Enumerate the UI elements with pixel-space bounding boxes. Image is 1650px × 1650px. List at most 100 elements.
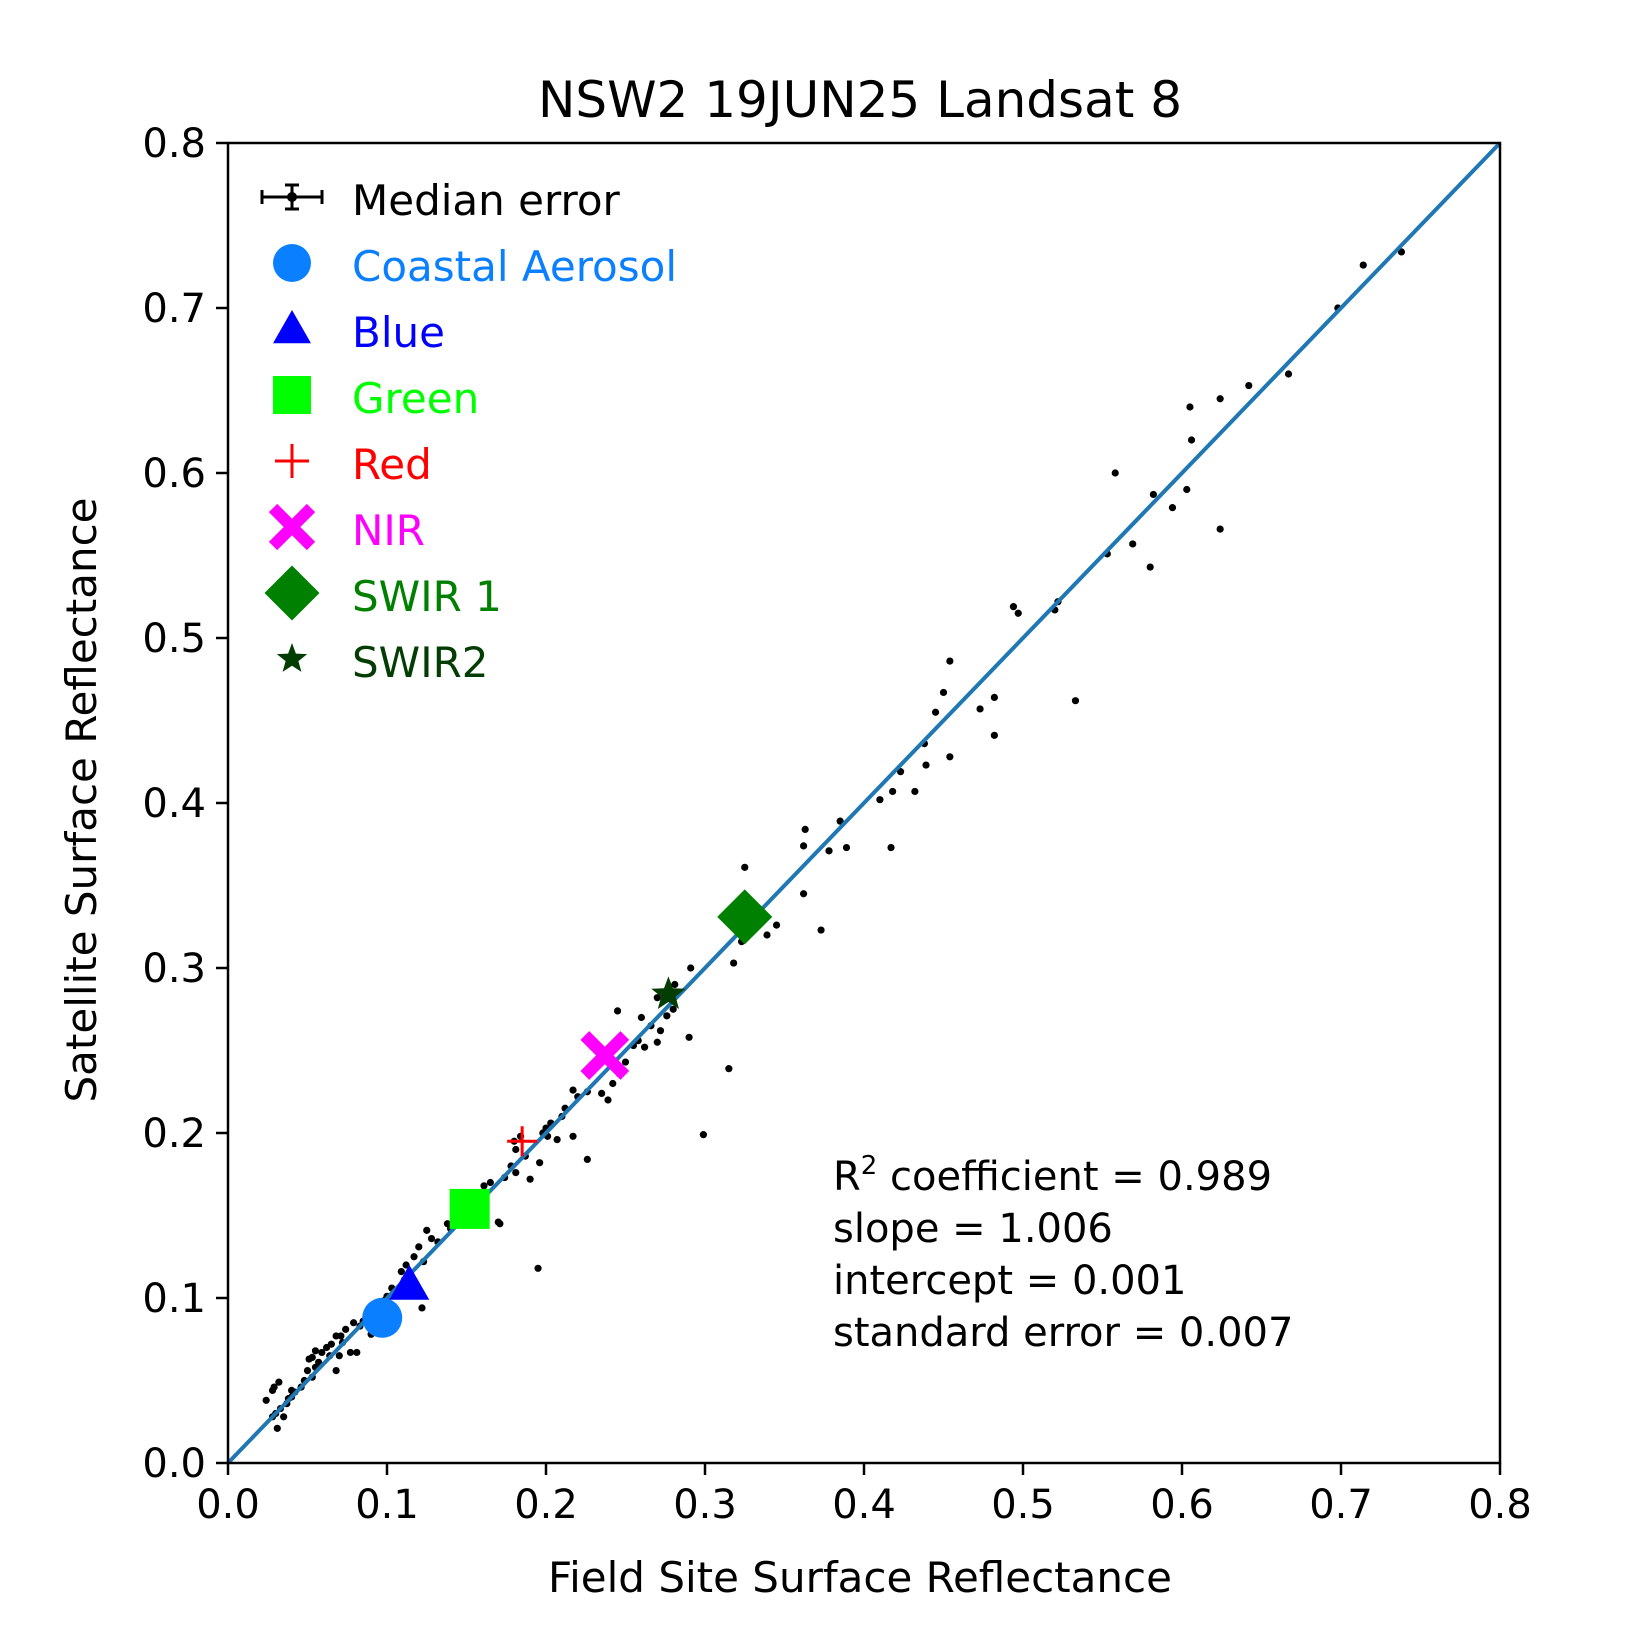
y-tick-label: 0.4 [142,781,206,827]
data-point [725,1065,733,1073]
x-tick-label: 0.6 [1150,1482,1214,1528]
data-point [480,1182,488,1190]
data-point [332,1332,340,1340]
data-point [569,1086,577,1094]
data-point [656,1027,665,1035]
data-point [1216,525,1224,533]
data-point [1397,248,1406,256]
median-marker-coastal-aerosol [362,1297,403,1338]
band-median-markers [362,889,773,1338]
slope-annotation: slope = 1.006 [833,1206,1113,1252]
data-point [801,825,809,834]
legend-label: NIR [352,506,425,555]
data-point [311,1347,320,1355]
data-point [350,1319,358,1327]
data-point [305,1355,313,1363]
median-marker-blue [389,1264,430,1300]
data-point [270,1383,278,1391]
data-point [653,994,661,1002]
data-point [494,1218,502,1226]
median-marker-nir [580,1031,630,1080]
data-point [609,1079,617,1088]
x-axis-label: Field Site Surface Reflectance [548,1553,1172,1602]
data-point [512,1169,520,1177]
y-tick-label: 0.1 [142,1276,206,1322]
median-marker-swir-1 [717,889,773,945]
data-point [598,1089,606,1097]
errorbar-dot [287,192,297,202]
legend-marker-green [273,376,311,414]
x-tick-label: 0.8 [1468,1482,1532,1528]
data-point [685,1033,693,1041]
data-point [303,1367,312,1375]
y-tick-label: 0.8 [142,121,206,167]
data-point [418,1304,426,1312]
std-error-annotation: standard error = 0.007 [833,1310,1293,1356]
stats-annotation: R2 coefficient = 0.989 slope = 1.006 int… [833,1151,1293,1356]
data-point [640,1043,649,1051]
data-point [621,1058,630,1066]
data-point [318,1348,326,1357]
legend-marker-blue [273,310,311,344]
data-point [1245,381,1253,390]
median-marker-green [449,1188,490,1229]
data-point [931,708,940,716]
data-point [687,964,695,972]
x-tick-label: 0.5 [991,1482,1055,1528]
x-tick-label: 0.7 [1309,1482,1373,1528]
data-point [1216,395,1224,403]
data-point [288,1386,296,1394]
data-point [896,768,905,776]
legend-marker-red [275,444,309,478]
legend-marker-swir-1 [264,565,320,621]
data-point [990,693,998,702]
data-point [889,787,897,796]
median-marker-swir2 [651,976,686,1009]
data-point [553,1136,561,1144]
legend-label: SWIR2 [352,638,488,687]
data-point [402,1261,410,1269]
y-tick-label: 0.2 [142,1111,206,1157]
data-point [275,1378,283,1386]
data-point [637,1013,646,1022]
legend-marker-nir [268,503,316,551]
data-point [799,890,808,898]
legend-marker-median-error [260,183,324,211]
data-point [512,1145,520,1154]
data-point [741,863,749,871]
data-point [842,843,851,852]
median-marker-red [507,1126,538,1157]
data-point [1284,370,1293,378]
x-tick-label: 0.1 [355,1482,419,1528]
data-point [423,1226,431,1234]
data-point [990,731,998,739]
data-point [322,1343,331,1352]
data-point [836,817,844,825]
data-point [976,705,984,713]
data-point [397,1268,405,1276]
data-point [613,1007,622,1015]
legend-label: Green [352,374,479,423]
one-to-one-line [226,141,1502,1465]
data-point [1014,609,1022,617]
data-point [946,657,954,665]
data-point [825,847,833,855]
data-point [353,1348,361,1357]
data-point [486,1178,494,1187]
data-point [669,1005,677,1013]
y-tick-label: 0.6 [142,451,206,497]
legend-marker-swir2 [276,643,308,672]
data-point [699,1131,708,1139]
x-tick-label: 0.4 [832,1482,896,1528]
data-point [1071,697,1080,705]
x-tick-label: 0.2 [514,1482,578,1528]
y-tick-label: 0.0 [142,1441,206,1487]
data-point [671,980,679,989]
data-point [817,926,825,934]
legend-label: SWIR 1 [352,572,502,621]
data-point [730,959,738,967]
data-point [604,1096,612,1104]
data-point [427,1235,436,1243]
